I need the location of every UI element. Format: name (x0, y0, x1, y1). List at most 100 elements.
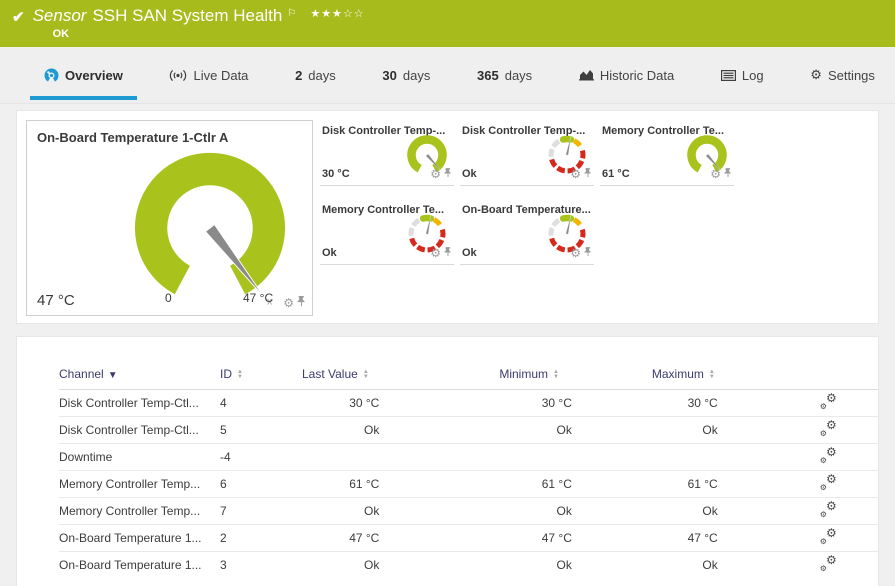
cell-minimum: Ok (499, 551, 652, 579)
pin-icon[interactable] (724, 165, 732, 183)
channel-gauge-card[interactable]: Memory Controller Te... Ok ⚙ (320, 200, 454, 265)
cell-minimum: Ok (499, 416, 652, 444)
column-header-last-value[interactable]: Last Value ▲ ▼ (302, 363, 500, 390)
sensor-type-label: Sensor (32, 6, 87, 25)
cell-actions: ⚙ ⚙ (799, 497, 878, 525)
channel-settings-icon[interactable]: ⚙ ⚙ (819, 445, 837, 465)
column-header-actions (799, 363, 878, 390)
channel-settings-icon[interactable]: ⚙ ⚙ (819, 391, 837, 411)
column-header-id[interactable]: ID ▲ ▼ (220, 363, 302, 390)
channel-gauge-value: 61 °C (602, 168, 630, 180)
channel-gauge-title: Disk Controller Temp-... (462, 125, 586, 137)
pin-icon[interactable] (584, 165, 592, 183)
cell-channel: Disk Controller Temp-Ctl... (59, 416, 220, 444)
mini-gauge-grid: Disk Controller Temp-... 30 °C ⚙ Disk Contr… (320, 120, 869, 314)
tab-overview[interactable]: Overview (30, 47, 137, 103)
cell-last-value: 47 °C (302, 524, 500, 552)
check-icon: ✔ (12, 9, 25, 26)
priority-stars[interactable]: ★★★☆☆ (310, 8, 365, 20)
channel-gauge-title: On-Board Temperature... (462, 204, 591, 216)
gear-icon[interactable]: ⚙ (430, 246, 441, 260)
tab-30-days[interactable]: 30 days (368, 47, 444, 103)
cell-id: 6 (220, 470, 302, 498)
cell-id: 4 (220, 389, 302, 417)
cell-channel: Downtime (59, 443, 220, 471)
channel-gauge-value: Ok (462, 168, 477, 180)
gear-icon[interactable]: ⚙ (570, 167, 581, 181)
gear-icon[interactable]: ⚙ (570, 246, 581, 260)
pin-icon[interactable] (297, 294, 306, 312)
channel-gauge-title: Memory Controller Te... (322, 204, 445, 216)
channel-gauge-value: 30 °C (322, 168, 350, 180)
gauge-scale-min: 0 (165, 291, 172, 305)
gear-icon[interactable]: ⚙ (430, 167, 441, 181)
cell-maximum: 61 °C (651, 470, 800, 498)
channel-settings-icon[interactable]: ⚙ ⚙ (819, 418, 837, 438)
cell-last-value: Ok (302, 416, 500, 444)
tab-number: 2 (295, 67, 303, 83)
gear-icon: ⚙ (810, 67, 822, 82)
tab-log[interactable]: Log (707, 47, 778, 103)
cell-maximum: 47 °C (651, 524, 800, 552)
cell-minimum: 61 °C (499, 470, 652, 498)
pin-icon[interactable] (444, 244, 452, 262)
tab-label: Settings (827, 67, 875, 83)
sort-icon: ▲ ▼ (708, 368, 715, 380)
column-header-maximum[interactable]: Maximum ▲ ▼ (651, 363, 800, 390)
tab-label: days (504, 67, 533, 83)
tab-label: Log (741, 67, 764, 83)
channel-gauge-card[interactable]: On-Board Temperature... Ok ⚙ (460, 200, 594, 265)
column-header-minimum[interactable]: Minimum ▲ ▼ (499, 363, 652, 390)
status-badge: OK (52, 28, 70, 40)
cell-minimum (499, 443, 652, 471)
live-data-icon (170, 69, 187, 81)
gear-icon[interactable]: ⚙ (710, 167, 721, 181)
cell-maximum: Ok (651, 416, 800, 444)
channel-settings-icon[interactable]: ⚙ ⚙ (819, 499, 837, 519)
column-header-channel[interactable]: Channel ▼ (59, 363, 220, 390)
cell-minimum: 47 °C (499, 524, 652, 552)
sort-icon: ▲ ▼ (237, 368, 243, 380)
tab-historic-data[interactable]: Historic Data (565, 47, 688, 103)
primary-gauge-value: 47 °C (37, 292, 75, 309)
channel-settings-icon[interactable]: ⚙ ⚙ (819, 472, 837, 492)
primary-gauge-title: On-Board Temperature 1-Ctlr A (37, 130, 229, 145)
table-row: Disk Controller Temp-Ctl... 4 30 °C 30 °C 30… (59, 389, 878, 417)
tab-number: 30 (382, 67, 397, 83)
tab-2-days[interactable]: 2 days (281, 47, 350, 103)
cell-id: 7 (220, 497, 302, 525)
cell-minimum: Ok (499, 497, 652, 525)
cell-maximum: 30 °C (651, 389, 800, 417)
cell-channel: Disk Controller Temp-Ctl... (59, 389, 220, 417)
cell-actions: ⚙ ⚙ (799, 470, 878, 498)
gear-icon[interactable]: ⚙ (283, 296, 294, 310)
tab-365-days[interactable]: 365 days (463, 47, 546, 103)
table-row: Memory Controller Temp... 7 Ok Ok Ok ⚙ ⚙ (59, 497, 878, 525)
cell-channel: On-Board Temperature 1... (59, 524, 220, 552)
cell-id: 3 (220, 551, 302, 579)
cell-maximum (651, 443, 800, 471)
channel-gauge-card[interactable]: Memory Controller Te... 61 °C ⚙ (600, 121, 734, 186)
tab-live-data[interactable]: Live Data (155, 47, 262, 103)
tab-settings[interactable]: ⚙ Settings (796, 47, 889, 103)
channel-settings-icon[interactable]: ⚙ ⚙ (819, 553, 837, 574)
pin-icon[interactable] (444, 165, 452, 183)
channel-gauge-value: Ok (462, 247, 477, 259)
channel-gauge-card[interactable]: Disk Controller Temp-... 30 °C ⚙ (320, 121, 454, 186)
tab-label: Historic Data (599, 67, 675, 83)
cell-maximum: Ok (651, 551, 800, 579)
cell-last-value: 61 °C (302, 470, 500, 498)
primary-channel-gauge-card[interactable]: On-Board Temperature 1-Ctlr A x 0 47 °C … (26, 120, 313, 316)
channel-settings-icon[interactable]: ⚙ ⚙ (819, 526, 837, 546)
cell-id: 5 (220, 416, 302, 444)
segmented-gauge (548, 214, 586, 253)
gauge-scale-max: 47 °C (243, 291, 274, 305)
channel-gauge-card[interactable]: Disk Controller Temp-... Ok ⚙ (460, 121, 594, 186)
channel-gauge-title: Disk Controller Temp-... (322, 125, 446, 137)
cell-actions: ⚙ ⚙ (799, 551, 878, 579)
table-row: On-Board Temperature 1... 3 Ok Ok Ok ⚙ ⚙ (59, 551, 878, 579)
pin-icon[interactable] (584, 244, 592, 262)
cell-channel: Memory Controller Temp... (59, 470, 220, 498)
flag-icon[interactable]: ⚐ (287, 8, 297, 19)
sort-icon: ▲ ▼ (553, 368, 559, 380)
